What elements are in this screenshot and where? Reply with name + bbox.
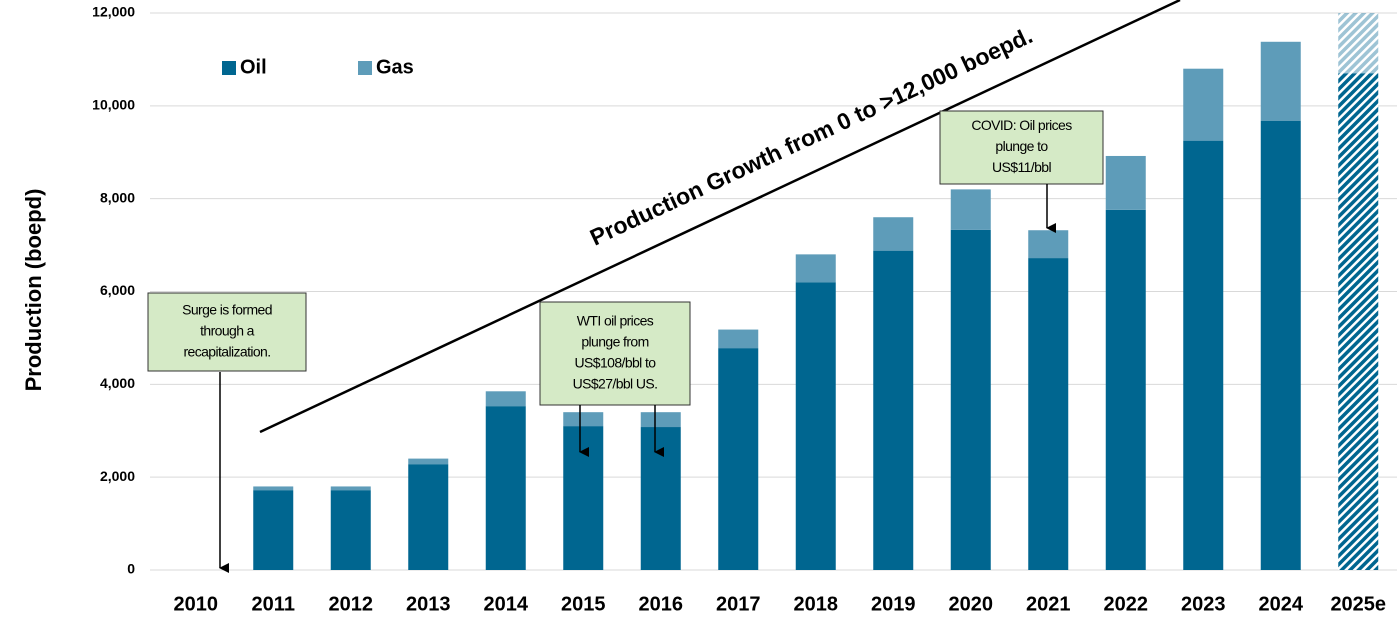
y-axis-title: Production (boepd) [21, 189, 46, 392]
bar-segment [408, 458, 449, 465]
annotation-text: US$108/bbl to [575, 355, 657, 371]
bar-segment [1028, 258, 1069, 570]
bar-segment [873, 217, 914, 251]
annotation-text: Surge is formed [182, 302, 272, 318]
bar-segment [1028, 230, 1069, 259]
bar-segment [253, 486, 294, 491]
bar-segment [485, 391, 526, 407]
bar-segment [1338, 73, 1379, 570]
x-tick-label: 2012 [329, 593, 374, 615]
bar-segment [718, 348, 759, 570]
y-tick-label: 4,000 [100, 375, 135, 391]
x-tick-label: 2021 [1026, 593, 1071, 615]
annotation-text: US$11/bbl [992, 159, 1051, 175]
bar-segment [1260, 120, 1301, 570]
y-tick-label: 0 [127, 561, 135, 577]
bar-segment [253, 490, 294, 570]
annotations: Surge is formed through a recapitalization… [147, 110, 1104, 573]
y-tick-label: 2,000 [100, 468, 135, 484]
bar-segment [330, 486, 371, 491]
bar-segment [950, 189, 991, 230]
trend-line [259, 0, 1181, 434]
x-tick-label: 2018 [794, 593, 839, 615]
x-tick-label: 2022 [1104, 593, 1149, 615]
bar-segment [408, 464, 449, 570]
bar-segment [640, 427, 681, 570]
bar-segment [795, 254, 836, 283]
y-tick-label: 10,000 [92, 97, 135, 113]
bar-segment [1338, 13, 1379, 74]
annotation-text: US$27/bbl US. [573, 376, 658, 392]
bar-segment [718, 329, 759, 349]
y-tick-label: 6,000 [100, 282, 135, 298]
annotation-text: through a [200, 323, 255, 339]
x-tick-label: 2014 [484, 593, 529, 615]
bar-segment [485, 406, 526, 570]
bar-segment [563, 426, 604, 570]
bar-segment [1183, 140, 1224, 571]
bar-segment [1183, 68, 1224, 141]
annotation-text: plunge to [995, 138, 1048, 154]
bar-segment [1105, 155, 1146, 210]
annotation-text: recapitalization. [183, 344, 270, 360]
x-tick-label: 2013 [406, 593, 451, 615]
bar-segment [1105, 209, 1146, 570]
bar-segment [873, 250, 914, 571]
x-tick-label: 2023 [1181, 593, 1226, 615]
bar-segment [795, 282, 836, 570]
bar-segment [1260, 41, 1301, 121]
legend-swatch [358, 61, 372, 75]
bar-segment [330, 490, 371, 570]
bar-segment [640, 412, 681, 428]
y-tick-label: 12,000 [92, 4, 135, 20]
x-tick-label: 2025e [1330, 593, 1386, 615]
annotation-text: plunge from [581, 334, 648, 350]
y-tick-label: 8,000 [100, 189, 135, 205]
annotation-box [147, 292, 307, 372]
grid [150, 12, 1397, 571]
bar-segment [950, 229, 991, 570]
annotation-box [939, 110, 1104, 185]
x-tick-label: 2015 [561, 593, 606, 615]
x-tick-label: 2024 [1259, 593, 1304, 615]
x-tick-label: 2011 [252, 593, 295, 615]
legend-label: Gas [376, 56, 414, 78]
annotation-text: COVID: Oil prices [971, 117, 1072, 133]
x-tick-label: 2017 [716, 593, 761, 615]
x-tick-label: 2019 [871, 593, 916, 615]
x-tick-label: 2016 [639, 593, 684, 615]
bar-segment [563, 412, 604, 427]
annotation-text: WTI oil prices [577, 313, 654, 329]
x-tick-label: 2020 [949, 593, 994, 615]
legend-swatch [222, 61, 236, 75]
x-tick-label: 2010 [174, 593, 219, 615]
legend-label: Oil [240, 56, 267, 78]
annotation-box [539, 301, 691, 406]
